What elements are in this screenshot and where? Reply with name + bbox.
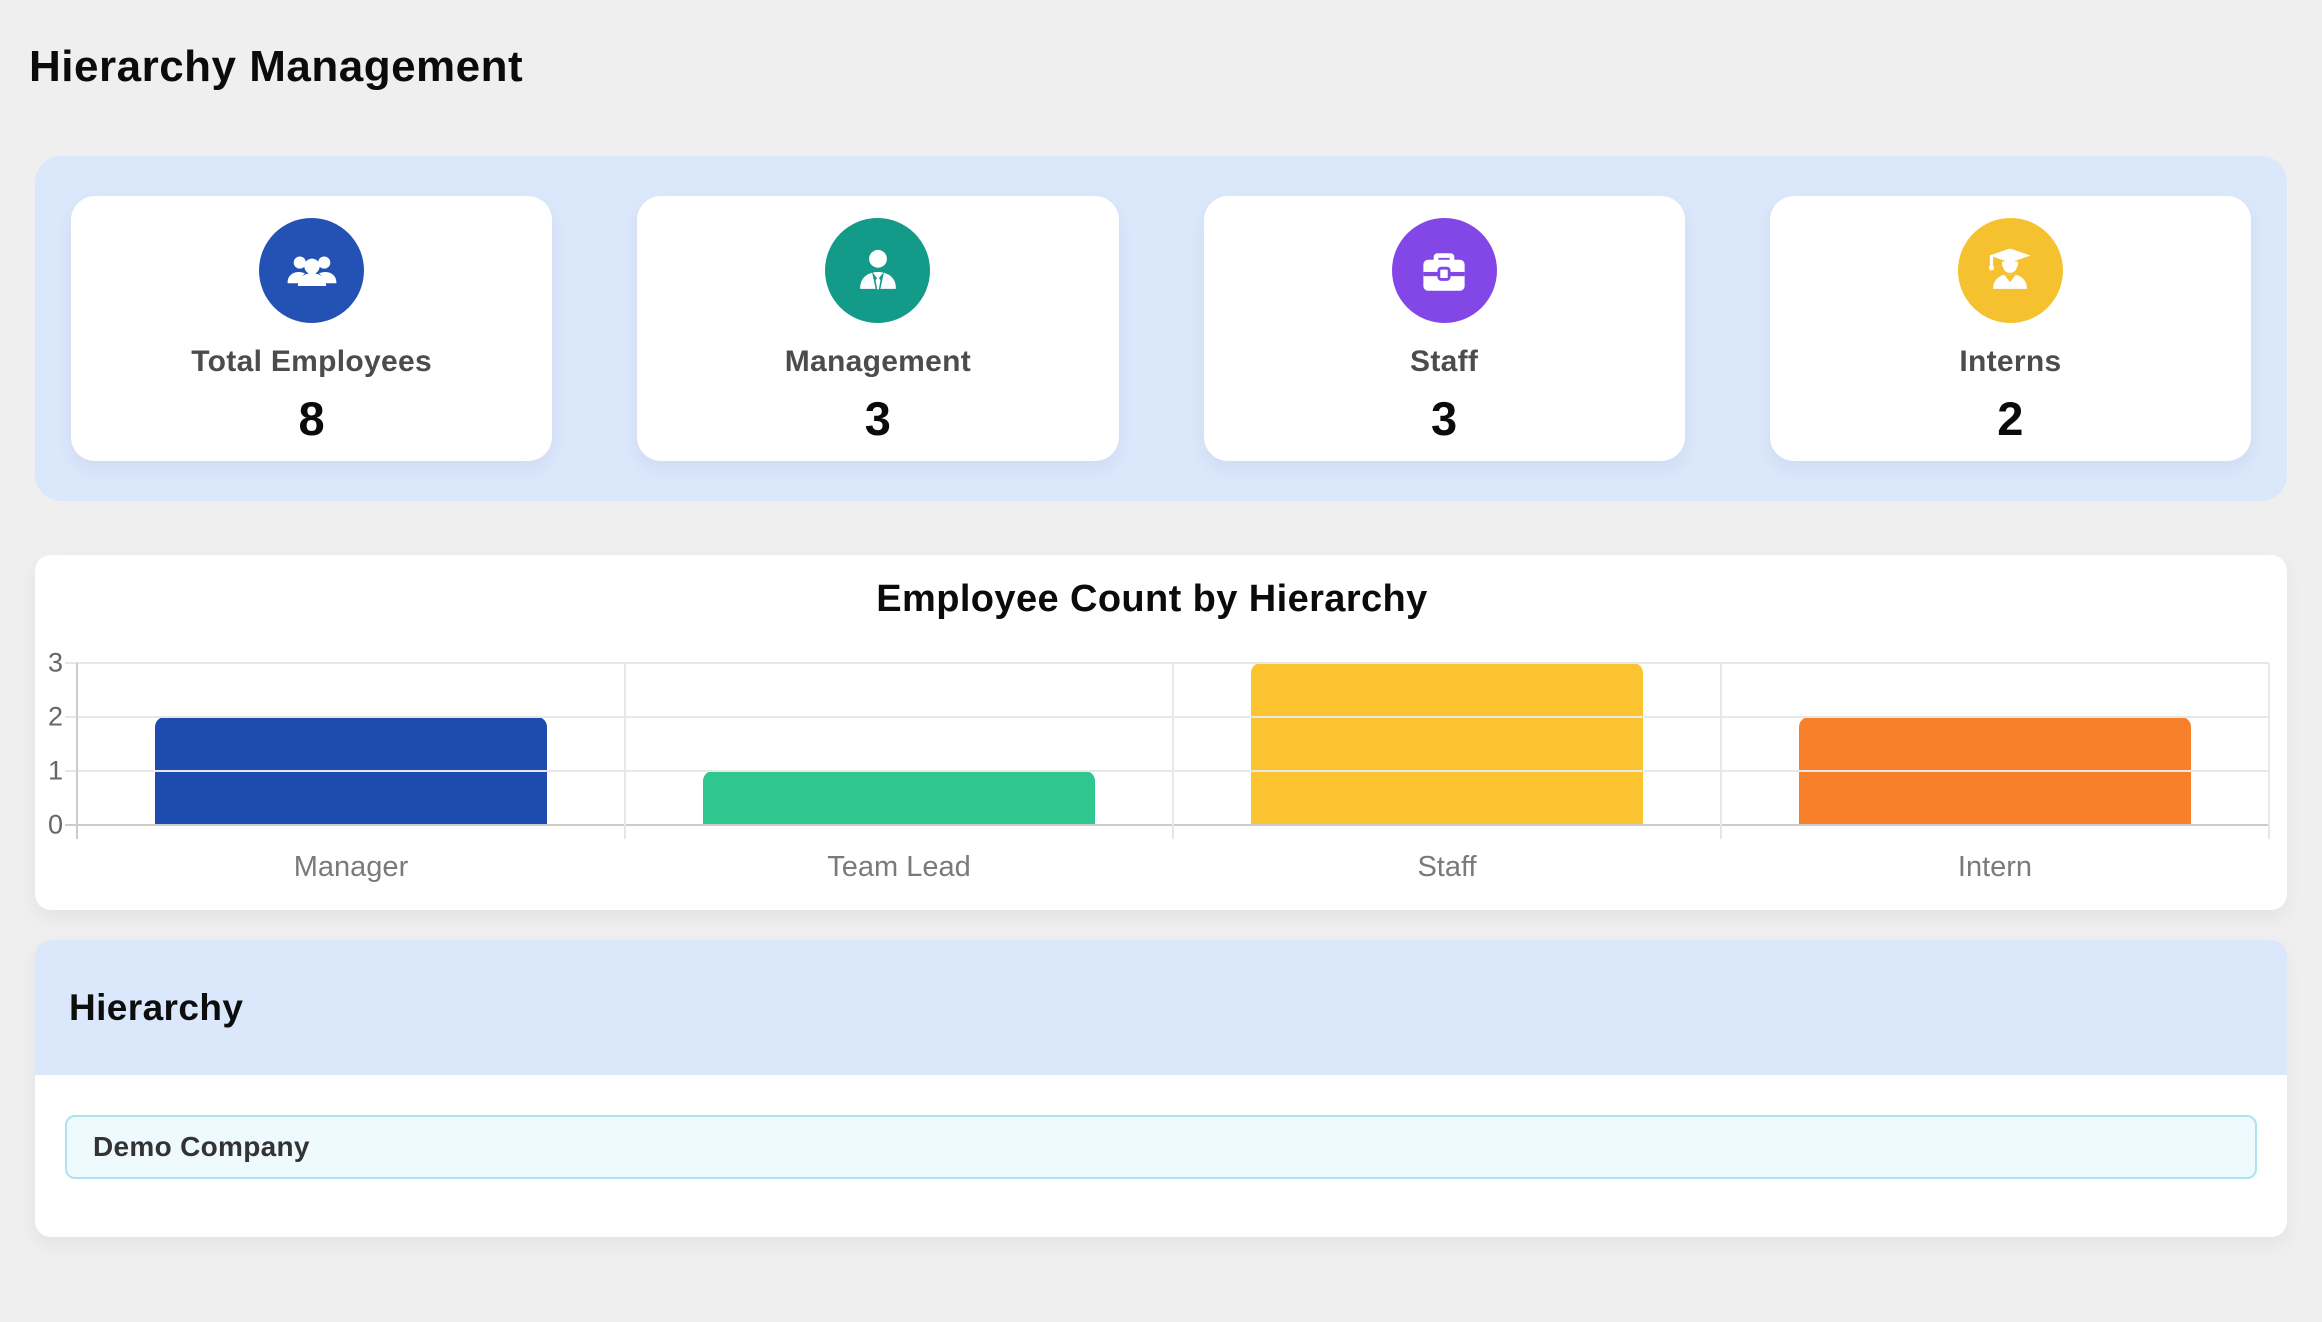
stat-label: Interns [1959, 345, 2062, 378]
stat-label: Total Employees [191, 345, 432, 378]
bar-staff[interactable] [1251, 663, 1643, 825]
y-tick-label-3: 3 [47, 647, 63, 678]
x-label-team-lead: Team Lead [827, 851, 971, 883]
chart-title: Employee Count by Hierarchy [876, 578, 1428, 620]
stat-card-interns: Interns 2 [1769, 196, 2251, 461]
hierarchy-node-label: Demo Company [93, 1131, 310, 1162]
stat-value: 3 [864, 392, 891, 445]
x-label-staff: Staff [1417, 851, 1477, 883]
stat-value: 3 [1431, 392, 1458, 445]
gridline-y-2 [65, 716, 2269, 719]
x-label-manager: Manager [293, 851, 409, 883]
hierarchy-heading: Hierarchy [69, 986, 244, 1028]
hierarchy-section: Hierarchy Demo Company [35, 940, 2287, 1237]
bar-cell [77, 663, 625, 825]
gridline-x-3 [1720, 663, 1722, 839]
y-tick-label-2: 2 [47, 701, 63, 732]
stat-card-management: Management 3 [637, 196, 1119, 461]
page-title: Hierarchy Management [29, 42, 524, 91]
gridline-x-0 [76, 663, 78, 839]
x-label-intern: Intern [1957, 851, 2033, 883]
stat-value: 8 [298, 392, 325, 445]
stat-label: Staff [1410, 345, 1479, 378]
chart-y-axis: 0 1 2 3 [35, 649, 77, 838]
y-tick-label-1: 1 [47, 755, 63, 786]
user-tie-icon [825, 218, 931, 323]
hierarchy-header: Hierarchy [35, 940, 2287, 1075]
gridline-x-1 [624, 663, 626, 839]
gridline-x-2 [1172, 663, 1174, 839]
stats-strip: Total Employees 8 Management 3 [35, 156, 2287, 501]
bar-cell [625, 663, 1173, 825]
stat-value: 2 [1997, 392, 2024, 445]
y-tick-label-0: 0 [47, 809, 63, 840]
users-icon [259, 218, 365, 323]
gridline-y-1 [65, 770, 2269, 773]
user-graduate-icon [1957, 218, 2063, 323]
hierarchy-body: Demo Company [35, 1075, 2287, 1237]
bar-cell [1721, 663, 2269, 825]
stat-card-staff: Staff 3 [1203, 196, 1685, 461]
gridline-y-3 [65, 662, 2269, 664]
bar-team-lead[interactable] [703, 771, 1095, 825]
chart-x-labels: Manager Team Lead Staff Intern [77, 851, 2269, 884]
hierarchy-node-demo-company[interactable]: Demo Company [65, 1115, 2257, 1179]
chart-plot-area [65, 662, 2270, 839]
chart-body: 0 1 2 3 [35, 649, 2270, 839]
gridline-x-4 [2268, 663, 2270, 839]
bar-cell [1173, 663, 1721, 825]
gridline-y-0 [65, 824, 2269, 826]
stat-label: Management [784, 345, 972, 378]
stat-card-total-employees: Total Employees 8 [71, 196, 553, 461]
briefcase-icon [1391, 218, 1497, 323]
chart-card: Employee Count by Hierarchy 0 1 2 3 Manager… [35, 555, 2287, 910]
